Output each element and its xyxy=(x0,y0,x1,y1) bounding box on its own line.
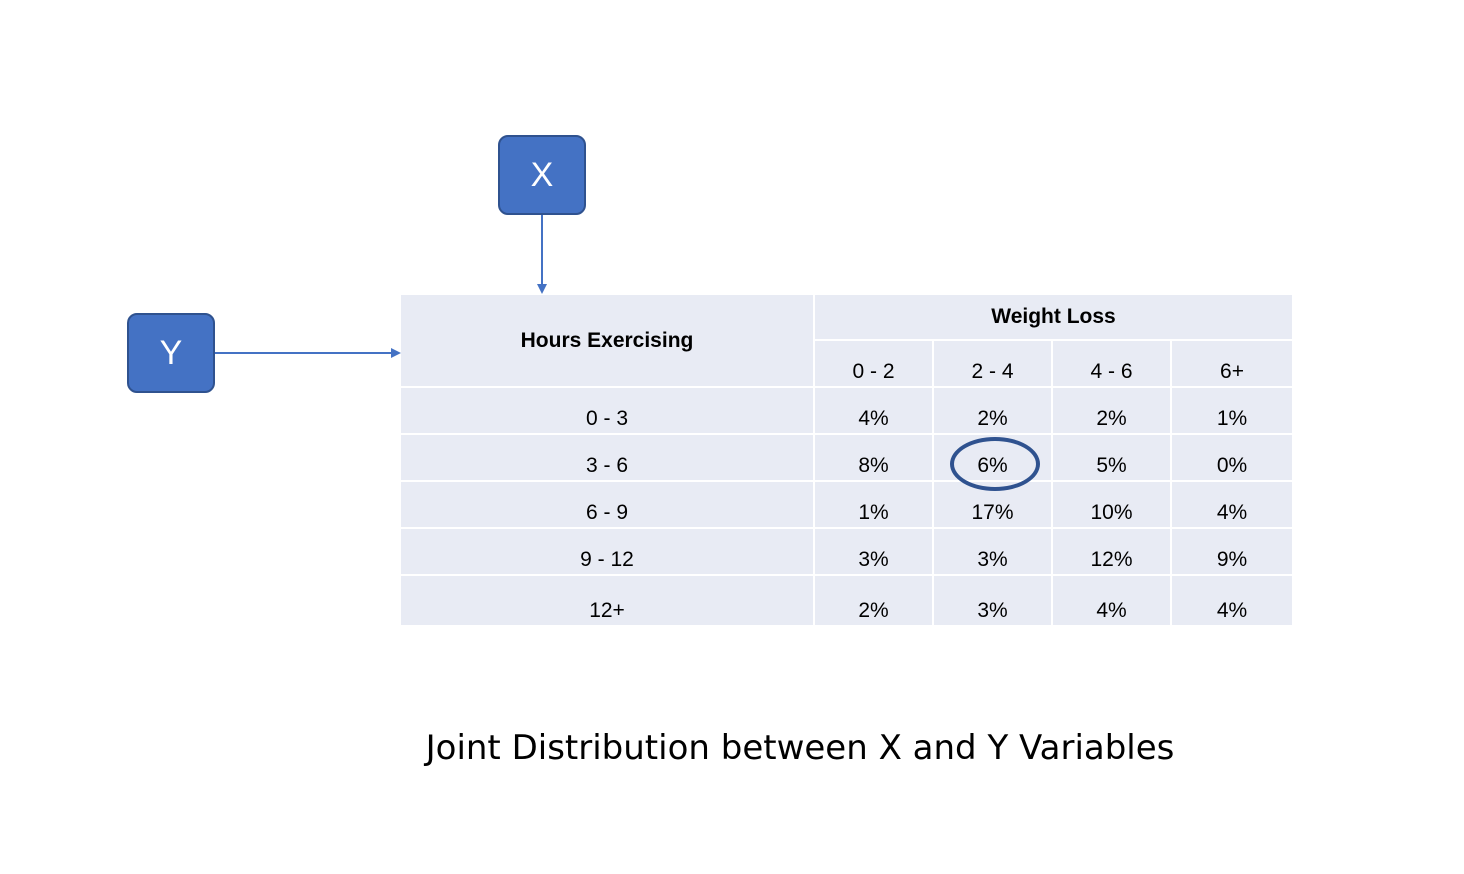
column-header: 6+ xyxy=(1172,341,1292,388)
table-cell: 0% xyxy=(1172,435,1292,482)
table-cell: 2% xyxy=(934,388,1053,435)
row-label: 0 - 3 xyxy=(401,388,815,435)
table-cell: 4% xyxy=(815,388,934,435)
table-cell: 4% xyxy=(1172,576,1292,625)
table-cell: 3% xyxy=(934,529,1053,576)
table-cell-highlighted: 6% xyxy=(934,435,1053,482)
column-header: 0 - 2 xyxy=(815,341,934,388)
y-variable-box: Y xyxy=(127,313,215,393)
table-cell: 12% xyxy=(1053,529,1172,576)
table-cell: 3% xyxy=(815,529,934,576)
row-label: 3 - 6 xyxy=(401,435,815,482)
table-cell: 4% xyxy=(1172,482,1292,529)
y-variable-label: Y xyxy=(159,333,183,372)
x-variable-label: X xyxy=(530,155,554,194)
table-cell: 4% xyxy=(1053,576,1172,625)
table-cell: 8% xyxy=(815,435,934,482)
diagram-caption: Joint Distribution between X and Y Varia… xyxy=(425,728,1175,768)
table-cell: 9% xyxy=(1172,529,1292,576)
table-cell: 17% xyxy=(934,482,1053,529)
row-label: 9 - 12 xyxy=(401,529,815,576)
column-group-header-weight-loss: Weight Loss xyxy=(815,295,1292,341)
table-cell: 5% xyxy=(1053,435,1172,482)
row-label: 6 - 9 xyxy=(401,482,815,529)
column-header: 4 - 6 xyxy=(1053,341,1172,388)
table-cell: 1% xyxy=(1172,388,1292,435)
table-cell: 1% xyxy=(815,482,934,529)
row-header-hours-exercising: Hours Exercising xyxy=(401,295,815,388)
column-header: 2 - 4 xyxy=(934,341,1053,388)
table-cell: 2% xyxy=(815,576,934,625)
joint-distribution-table: Hours Exercising Weight Loss 0 - 2 2 - 4… xyxy=(401,295,1292,625)
row-label: 12+ xyxy=(401,576,815,625)
x-variable-box: X xyxy=(498,135,586,215)
table-cell: 3% xyxy=(934,576,1053,625)
table-cell: 2% xyxy=(1053,388,1172,435)
table-cell: 10% xyxy=(1053,482,1172,529)
